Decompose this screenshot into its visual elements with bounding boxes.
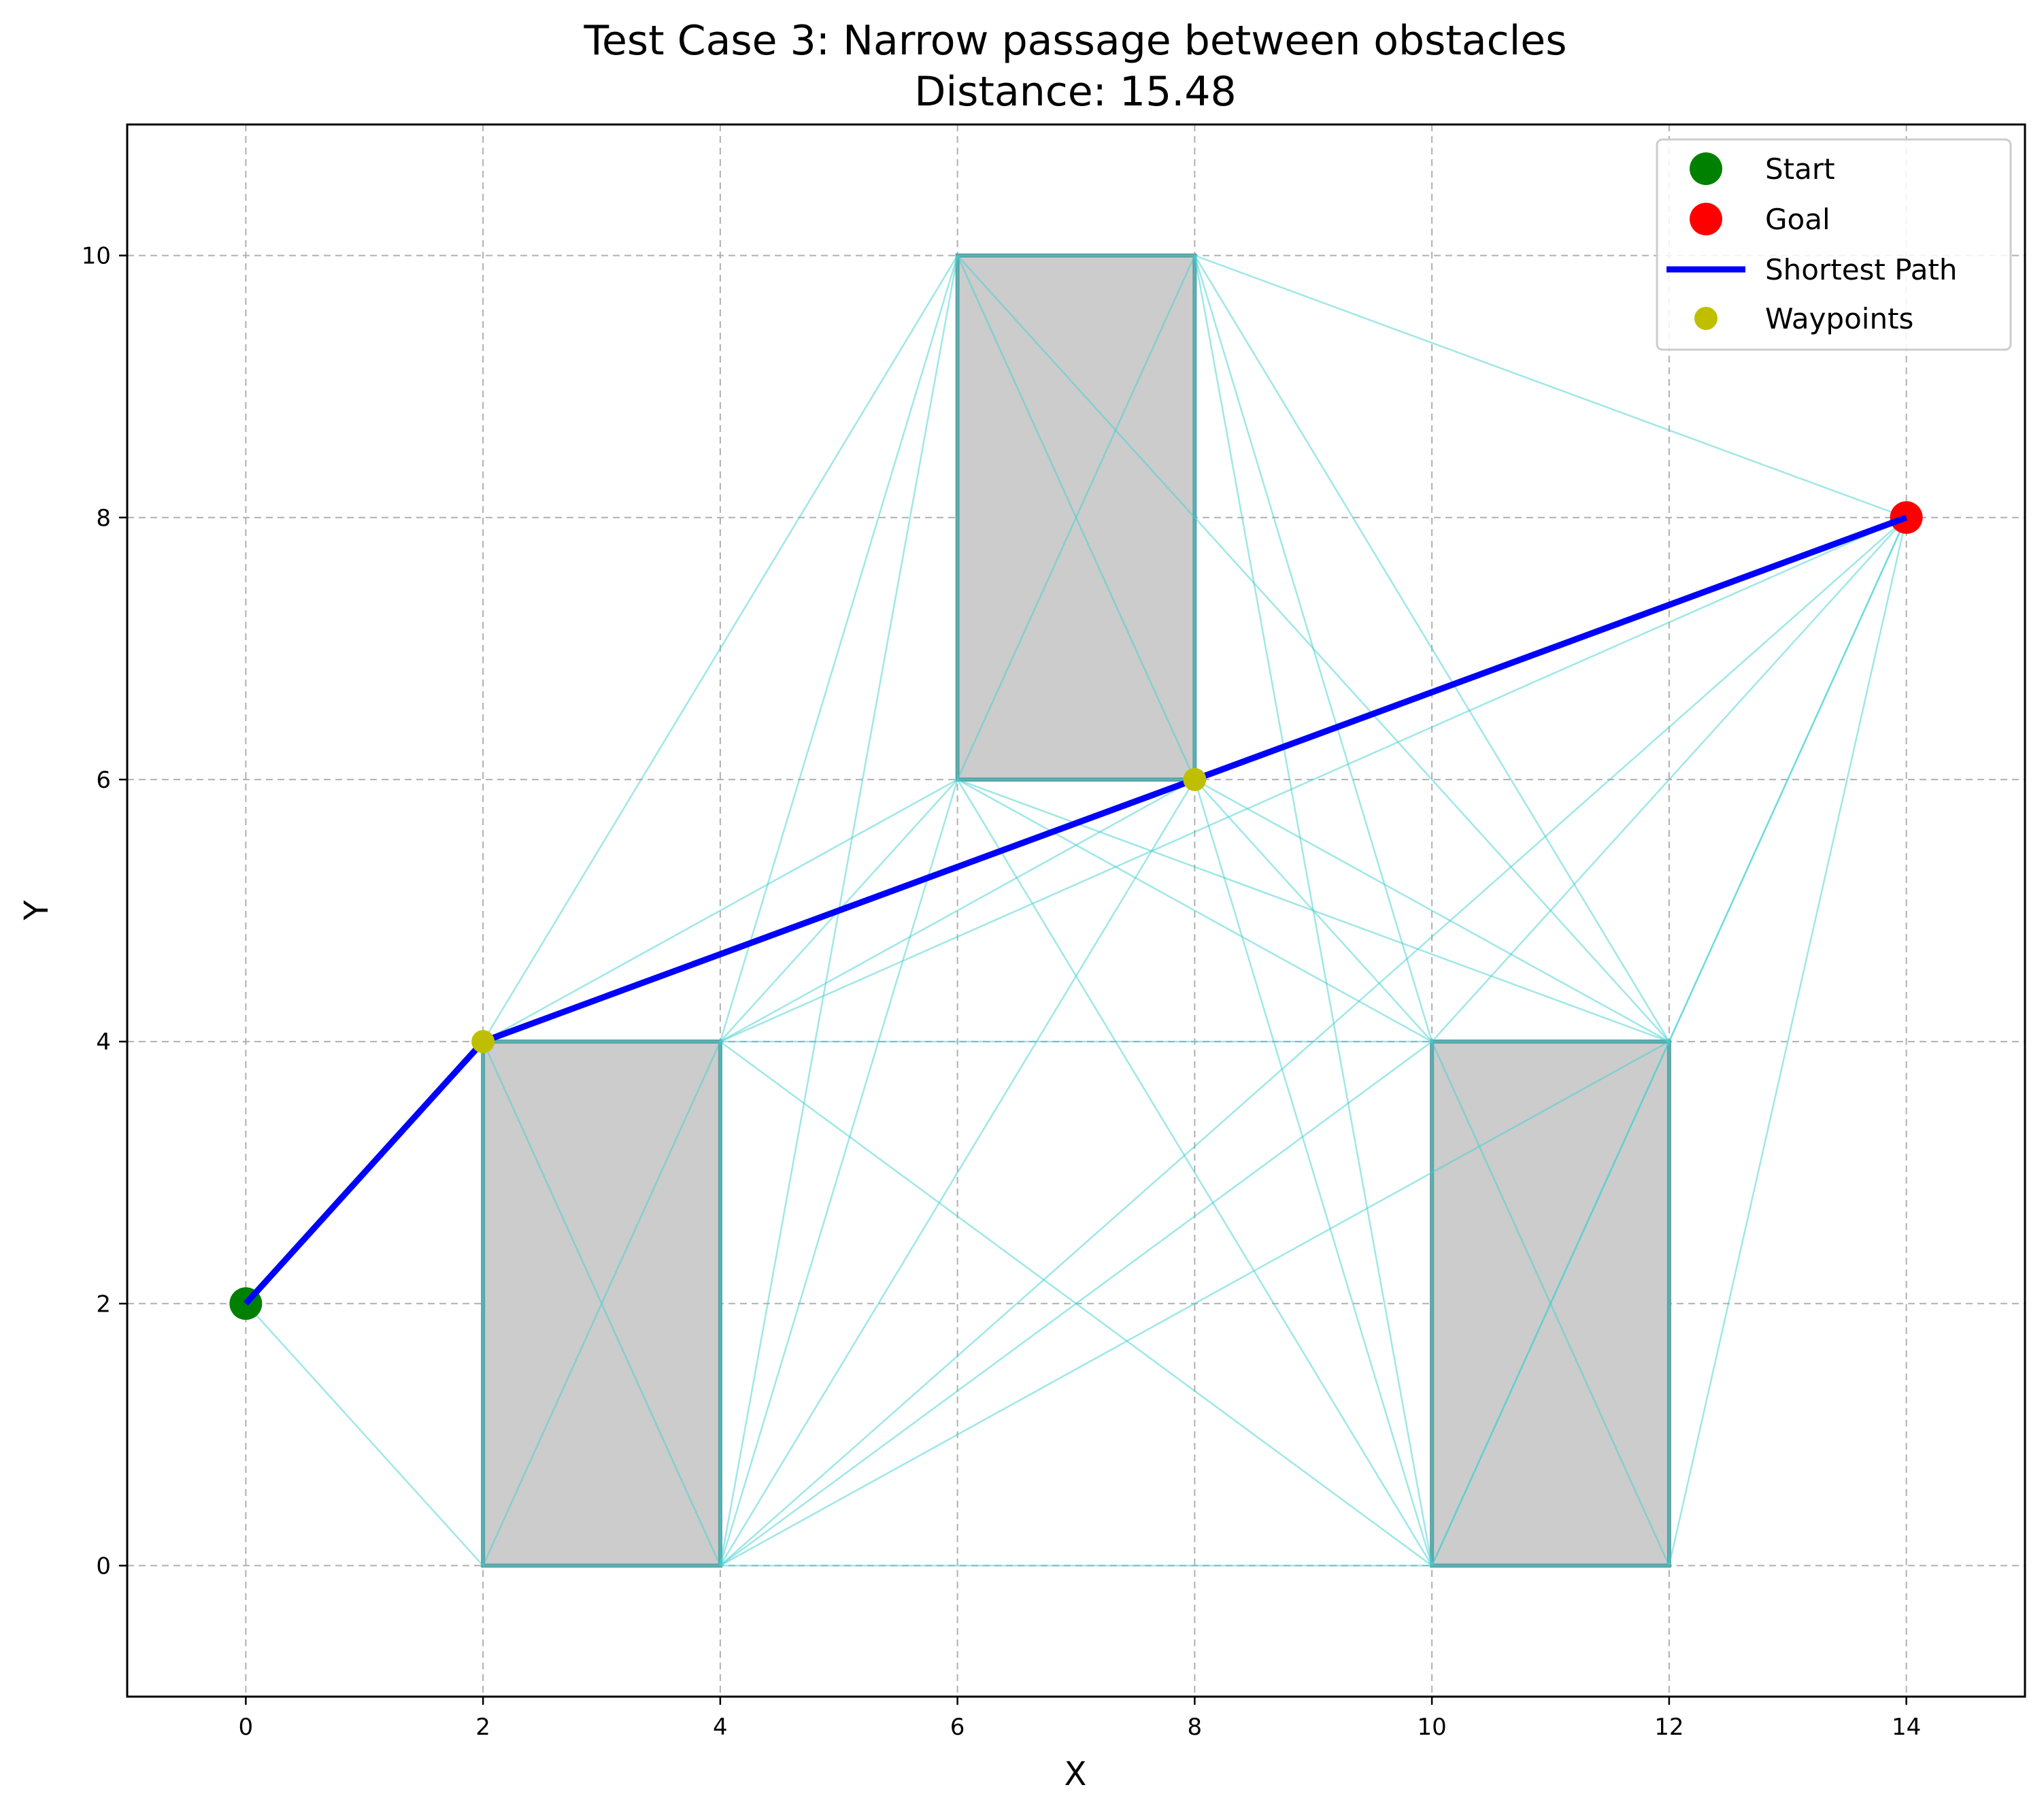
visibility-edge <box>1668 517 1907 1042</box>
x-tick-label: 4 <box>713 1714 728 1741</box>
visibility-edge <box>719 779 1196 1567</box>
visibility-edge <box>1668 517 1907 1566</box>
waypoint <box>471 1030 495 1054</box>
y-tick-label: 4 <box>96 1029 111 1056</box>
visibility-edge <box>957 778 1433 1043</box>
visibility-edge <box>1194 779 1433 1566</box>
visibility-edge <box>1194 778 1670 1043</box>
x-tick-label: 2 <box>475 1714 490 1741</box>
series <box>229 501 1923 1320</box>
visibility-edge <box>1194 255 1433 1042</box>
visibility-edge <box>719 255 958 1042</box>
x-tick-label: 14 <box>1892 1714 1921 1741</box>
visibility-edge <box>1431 516 1907 1042</box>
x-axis-label: X <box>1065 1755 1087 1793</box>
y-tick-label: 6 <box>96 767 111 794</box>
ticks: 0 2 4 6 8 10 12 14 0 2 4 6 8 10 <box>82 243 1922 1741</box>
chart-title: Test Case 3: Narrow passage between obst… <box>584 17 1567 65</box>
legend-label-goal: Goal <box>1765 203 1830 236</box>
legend-marker-goal <box>1690 203 1722 235</box>
chart-subtitle: Distance: 15.48 <box>914 68 1236 116</box>
legend-label-shortest-path: Shortest Path <box>1765 253 1958 286</box>
visibility-edge <box>956 779 1433 1567</box>
y-axis-label: Y <box>18 900 56 921</box>
x-tick-label: 6 <box>950 1714 965 1741</box>
visibility-edge <box>482 778 958 1043</box>
visibility-edge <box>1194 779 1433 1042</box>
visibility-edge <box>482 1041 722 1566</box>
y-tick-label: 8 <box>96 505 111 532</box>
visibility-edge <box>956 255 1196 780</box>
visibility-edge <box>719 779 958 1566</box>
x-tick-label: 0 <box>239 1714 254 1741</box>
x-tick-label: 10 <box>1417 1714 1446 1741</box>
y-tick-label: 2 <box>96 1291 111 1318</box>
visibility-edge <box>720 1041 1433 1567</box>
visibility-edge <box>720 1040 1670 1567</box>
x-tick-label: 12 <box>1654 1714 1683 1741</box>
legend-marker-waypoints <box>1694 307 1718 330</box>
visibility-edge <box>720 516 1907 1567</box>
axes-frame <box>126 123 2026 1698</box>
visibility-edge <box>1194 254 1670 1042</box>
visibility-edge <box>482 254 958 1042</box>
y-tick-label: 0 <box>96 1552 111 1580</box>
legend: Start Goal Shortest Path Waypoints <box>1656 138 2012 351</box>
legend-box <box>1656 138 2012 351</box>
waypoint <box>1183 767 1207 791</box>
shortest-path-line-overlay <box>244 514 1908 1306</box>
y-tick-label: 10 <box>82 243 111 270</box>
legend-marker-start <box>1690 152 1722 185</box>
legend-label-waypoints: Waypoints <box>1765 302 1913 335</box>
visibility-edge <box>245 1303 484 1567</box>
visibility-edge <box>720 516 1907 1043</box>
visibility-edge <box>1194 254 1907 518</box>
x-tick-label: 8 <box>1188 1714 1203 1741</box>
legend-label-start: Start <box>1765 152 1835 186</box>
visibility-edge <box>720 778 1195 1043</box>
